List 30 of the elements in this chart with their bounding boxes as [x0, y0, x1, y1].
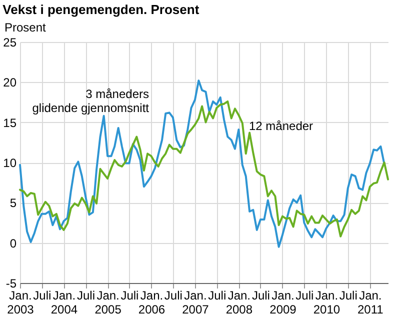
y-tick-label: 15 [3, 116, 17, 130]
series-label: 12 måneder [249, 119, 314, 133]
chart-title: Vekst i pengemengden. Prosent [2, 2, 200, 17]
series-label: 3 måneders glidende gjennomsnitt [32, 87, 150, 115]
y-tick-label: -5 [6, 276, 17, 290]
x-tick-label: Jan. 2008 [226, 288, 253, 316]
y-axis-title: Prosent [4, 20, 47, 34]
line-series [19, 80, 386, 248]
x-tick-label: Juli [296, 288, 314, 302]
line-series [19, 100, 389, 238]
x-tick-label: Jan. 2003 [7, 288, 34, 316]
y-tick-label: 25 [3, 36, 17, 50]
x-tick-label: Jan. 2007 [182, 288, 210, 316]
x-tick-label: Juli [252, 288, 270, 302]
x-tick-label: Jan. 2006 [138, 288, 166, 316]
x-tick-label: Jan. 2004 [50, 288, 78, 316]
x-tick-label: Juli [339, 288, 358, 302]
x-tick-label: Jan. 2009 [270, 288, 297, 316]
x-tick-label: Jan. 2005 [94, 288, 122, 316]
x-tick-label: Juli [120, 288, 139, 302]
x-tick-label: Jan. 2011 [358, 288, 384, 316]
y-tick-label: 20 [3, 76, 17, 90]
y-tick-label: 5 [10, 196, 17, 210]
y-tick-label: 10 [3, 156, 17, 170]
x-tick-label: Juli [208, 288, 226, 302]
x-tick-label: Juli [33, 288, 52, 302]
x-tick-label: Juli [164, 288, 182, 302]
x-tick-label: Jan. 2010 [313, 288, 340, 316]
x-tick-label: Juli [76, 288, 96, 302]
y-tick-label: 0 [10, 236, 17, 250]
